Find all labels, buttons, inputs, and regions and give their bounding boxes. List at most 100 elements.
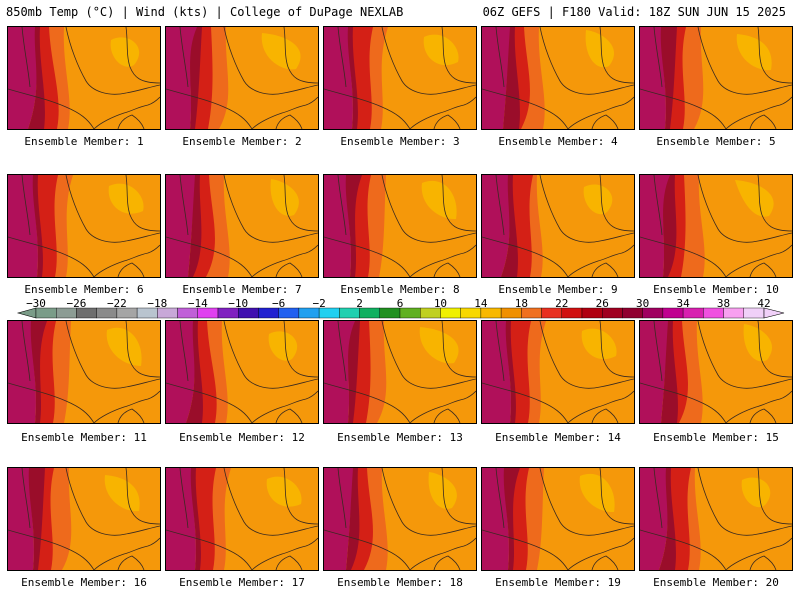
temperature-shading-band: [195, 27, 214, 129]
colorbar-tick-label: 22: [555, 297, 569, 310]
temperature-shading-band: [166, 468, 196, 570]
temperature-shading-band: [735, 180, 774, 217]
temperature-shading-band: [663, 175, 677, 277]
border-line: [495, 27, 505, 88]
border-line: [725, 390, 792, 423]
border-line: [179, 321, 189, 382]
border-line: [409, 537, 476, 570]
temperature-shading-band: [527, 321, 548, 423]
temperature-shading-band: [660, 27, 679, 129]
border-line: [283, 27, 318, 84]
border-line: [697, 175, 792, 243]
border-line: [381, 321, 476, 389]
border-line: [283, 175, 318, 232]
border-line: [409, 96, 476, 129]
border-line: [275, 262, 303, 277]
border-line: [482, 236, 569, 277]
border-line: [433, 408, 461, 423]
colorbar-tick-label: 6: [396, 297, 404, 310]
ensemble-member-label: Ensemble Member: 9: [498, 283, 618, 296]
temperature-shading-band: [529, 175, 544, 277]
border-line: [93, 96, 160, 129]
border-line: [381, 175, 476, 243]
border-line: [324, 529, 411, 570]
temperature-shading-band: [324, 175, 351, 277]
border-line: [251, 244, 318, 277]
border-line: [599, 175, 634, 232]
ensemble-member-label: Ensemble Member: 17: [179, 576, 305, 589]
temperature-shading-band: [670, 468, 693, 570]
border-line: [283, 468, 318, 525]
border-line: [433, 262, 461, 277]
border-line: [539, 175, 634, 243]
temperature-shading-band: [501, 175, 520, 277]
temperature-shading-band: [8, 468, 34, 570]
ensemble-member-label: Ensemble Member: 13: [337, 431, 463, 444]
border-line: [591, 555, 619, 570]
ensemble-member-map: [639, 320, 793, 424]
colorbar-right-arrow: [763, 307, 785, 319]
temperature-shading-band: [736, 34, 772, 71]
border-line: [179, 175, 189, 236]
temperature-shading-band: [193, 175, 216, 277]
border-line: [749, 262, 777, 277]
border-line: [653, 175, 663, 236]
border-line: [21, 175, 31, 236]
ensemble-member-map: [7, 174, 161, 278]
border-line: [223, 321, 318, 389]
temperature-shading-band: [345, 175, 364, 277]
border-line: [117, 408, 145, 423]
colorbar-tick-label: 30: [636, 297, 650, 310]
border-line: [93, 537, 160, 570]
border-line: [640, 382, 727, 423]
border-line: [21, 321, 31, 382]
ensemble-member-map: [7, 467, 161, 571]
border-line: [725, 244, 792, 277]
temperature-shading-band: [640, 468, 668, 570]
border-line: [166, 88, 253, 129]
temperature-map: [8, 321, 160, 423]
ensemble-member-label: Ensemble Member: 1: [24, 135, 144, 148]
border-line: [223, 27, 318, 95]
ensemble-member-map: [323, 174, 477, 278]
border-line: [640, 529, 727, 570]
ensemble-member-label: Ensemble Member: 16: [21, 576, 147, 589]
temperature-shading-band: [166, 321, 195, 423]
temperature-shading-band: [482, 27, 512, 129]
ensemble-member-label: Ensemble Member: 18: [337, 576, 463, 589]
ensemble-member-map: [165, 174, 319, 278]
border-line: [324, 236, 411, 277]
border-line: [337, 468, 347, 529]
colorbar-tick-label: 34: [676, 297, 690, 310]
border-line: [125, 321, 160, 378]
border-line: [495, 468, 505, 529]
border-line: [749, 408, 777, 423]
border-line: [117, 262, 145, 277]
temperature-shading-band: [505, 321, 518, 423]
ensemble-member-label: Ensemble Member: 4: [498, 135, 618, 148]
temperature-shading-band: [266, 476, 302, 507]
temperature-shading-band: [190, 27, 204, 129]
border-line: [441, 468, 476, 525]
temperature-shading-band: [195, 468, 218, 570]
colorbar-tick-label: −26: [66, 297, 87, 310]
temperature-shading-band: [212, 468, 233, 570]
temperature-map: [8, 175, 160, 277]
border-line: [591, 408, 619, 423]
ensemble-member-label: Ensemble Member: 12: [179, 431, 305, 444]
border-line: [324, 88, 411, 129]
border-line: [409, 244, 476, 277]
border-line: [166, 529, 253, 570]
border-line: [409, 390, 476, 423]
border-line: [697, 321, 792, 389]
temperature-shading-band: [186, 321, 205, 423]
border-line: [539, 321, 634, 389]
border-line: [757, 175, 792, 232]
border-line: [283, 321, 318, 378]
border-line: [567, 244, 634, 277]
colorbar-tick-label: −6: [272, 297, 286, 310]
border-line: [251, 96, 318, 129]
temperature-shading-band: [741, 477, 771, 508]
border-line: [381, 27, 476, 95]
